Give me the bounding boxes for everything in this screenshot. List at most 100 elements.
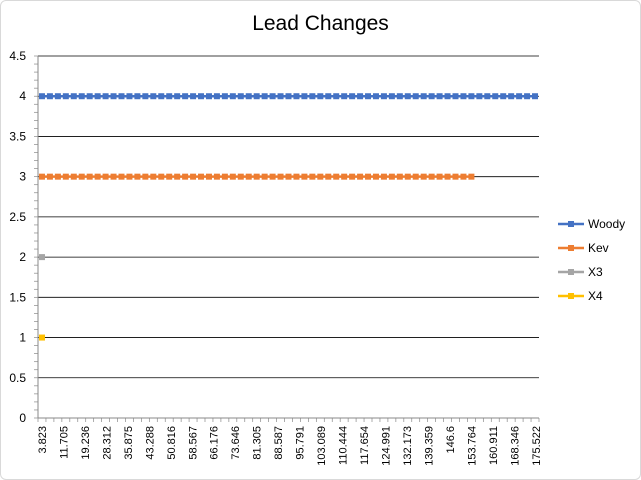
data-point bbox=[428, 93, 435, 100]
data-point bbox=[412, 173, 419, 180]
data-point bbox=[174, 93, 181, 100]
data-point bbox=[54, 173, 61, 180]
data-point bbox=[205, 93, 212, 100]
series-group bbox=[38, 93, 539, 341]
legend-marker bbox=[568, 269, 574, 275]
data-point bbox=[468, 93, 475, 100]
data-point bbox=[301, 93, 308, 100]
x-tick-label: 3.823 bbox=[37, 426, 49, 454]
data-point bbox=[269, 173, 276, 180]
data-point bbox=[174, 173, 181, 180]
data-point bbox=[150, 93, 157, 100]
data-point bbox=[38, 93, 45, 100]
data-point bbox=[436, 173, 443, 180]
data-point bbox=[396, 173, 403, 180]
legend-marker bbox=[568, 293, 574, 299]
data-point bbox=[110, 93, 117, 100]
legend-marker bbox=[568, 221, 574, 227]
data-point bbox=[412, 93, 419, 100]
x-tick-label: 66.176 bbox=[209, 426, 221, 460]
data-point bbox=[261, 93, 268, 100]
x-tick-label: 146.6 bbox=[445, 426, 457, 454]
data-point bbox=[253, 173, 260, 180]
data-point bbox=[404, 173, 411, 180]
data-point bbox=[166, 173, 173, 180]
data-point bbox=[158, 173, 165, 180]
data-point bbox=[229, 93, 236, 100]
data-point bbox=[341, 93, 348, 100]
data-point bbox=[341, 173, 348, 180]
x-tick-label: 28.312 bbox=[101, 426, 113, 460]
data-point bbox=[46, 173, 53, 180]
data-point bbox=[444, 173, 451, 180]
data-point bbox=[317, 173, 324, 180]
data-point bbox=[229, 173, 236, 180]
y-tick-label: 3 bbox=[19, 170, 26, 184]
x-tick-label: 103.089 bbox=[316, 426, 328, 466]
data-point bbox=[166, 93, 173, 100]
data-point bbox=[38, 334, 45, 341]
data-point bbox=[293, 93, 300, 100]
data-point bbox=[309, 93, 316, 100]
chart-title: Lead Changes bbox=[252, 12, 389, 35]
data-point bbox=[452, 173, 459, 180]
data-point bbox=[70, 173, 77, 180]
y-tick-label: 3.5 bbox=[9, 129, 26, 143]
data-point bbox=[333, 173, 340, 180]
data-point bbox=[293, 173, 300, 180]
data-point bbox=[198, 173, 205, 180]
axes bbox=[34, 55, 540, 422]
data-point bbox=[524, 93, 531, 100]
data-point bbox=[38, 173, 45, 180]
data-point bbox=[110, 173, 117, 180]
x-tick-label: 11.705 bbox=[58, 426, 70, 459]
data-point bbox=[436, 93, 443, 100]
data-point bbox=[237, 93, 244, 100]
data-point bbox=[78, 93, 85, 100]
data-point bbox=[404, 93, 411, 100]
data-point bbox=[62, 93, 69, 100]
data-point bbox=[142, 173, 149, 180]
data-point bbox=[158, 93, 165, 100]
legend-marker bbox=[568, 245, 574, 251]
data-point bbox=[182, 173, 189, 180]
y-tick-label: 4.5 bbox=[9, 49, 26, 63]
data-point bbox=[460, 173, 467, 180]
data-point bbox=[253, 93, 260, 100]
data-point bbox=[237, 173, 244, 180]
data-point bbox=[372, 173, 379, 180]
data-point bbox=[62, 173, 69, 180]
data-point bbox=[492, 93, 499, 100]
data-point bbox=[365, 93, 372, 100]
data-point bbox=[317, 93, 324, 100]
data-point bbox=[86, 93, 93, 100]
x-tick-label: 139.359 bbox=[423, 426, 435, 466]
data-point bbox=[325, 93, 332, 100]
y-tick-label: 4 bbox=[19, 89, 26, 103]
x-tick-label: 58.567 bbox=[187, 426, 199, 460]
x-tick-label: 81.305 bbox=[252, 426, 264, 460]
data-point bbox=[118, 173, 125, 180]
x-tick-label: 168.346 bbox=[509, 426, 521, 466]
data-point bbox=[325, 173, 332, 180]
data-point bbox=[205, 173, 212, 180]
data-point bbox=[388, 93, 395, 100]
x-tick-label: 95.791 bbox=[295, 426, 307, 460]
data-point bbox=[285, 93, 292, 100]
data-point bbox=[532, 93, 539, 100]
data-point bbox=[150, 173, 157, 180]
data-point bbox=[277, 173, 284, 180]
data-point bbox=[221, 173, 228, 180]
data-point bbox=[309, 173, 316, 180]
data-point bbox=[508, 93, 515, 100]
data-point bbox=[190, 93, 197, 100]
data-point bbox=[102, 173, 109, 180]
data-point bbox=[476, 93, 483, 100]
data-point bbox=[94, 93, 101, 100]
data-point bbox=[380, 173, 387, 180]
y-tick-label: 0.5 bbox=[9, 371, 26, 385]
data-point bbox=[190, 173, 197, 180]
data-point bbox=[349, 93, 356, 100]
data-point bbox=[277, 93, 284, 100]
